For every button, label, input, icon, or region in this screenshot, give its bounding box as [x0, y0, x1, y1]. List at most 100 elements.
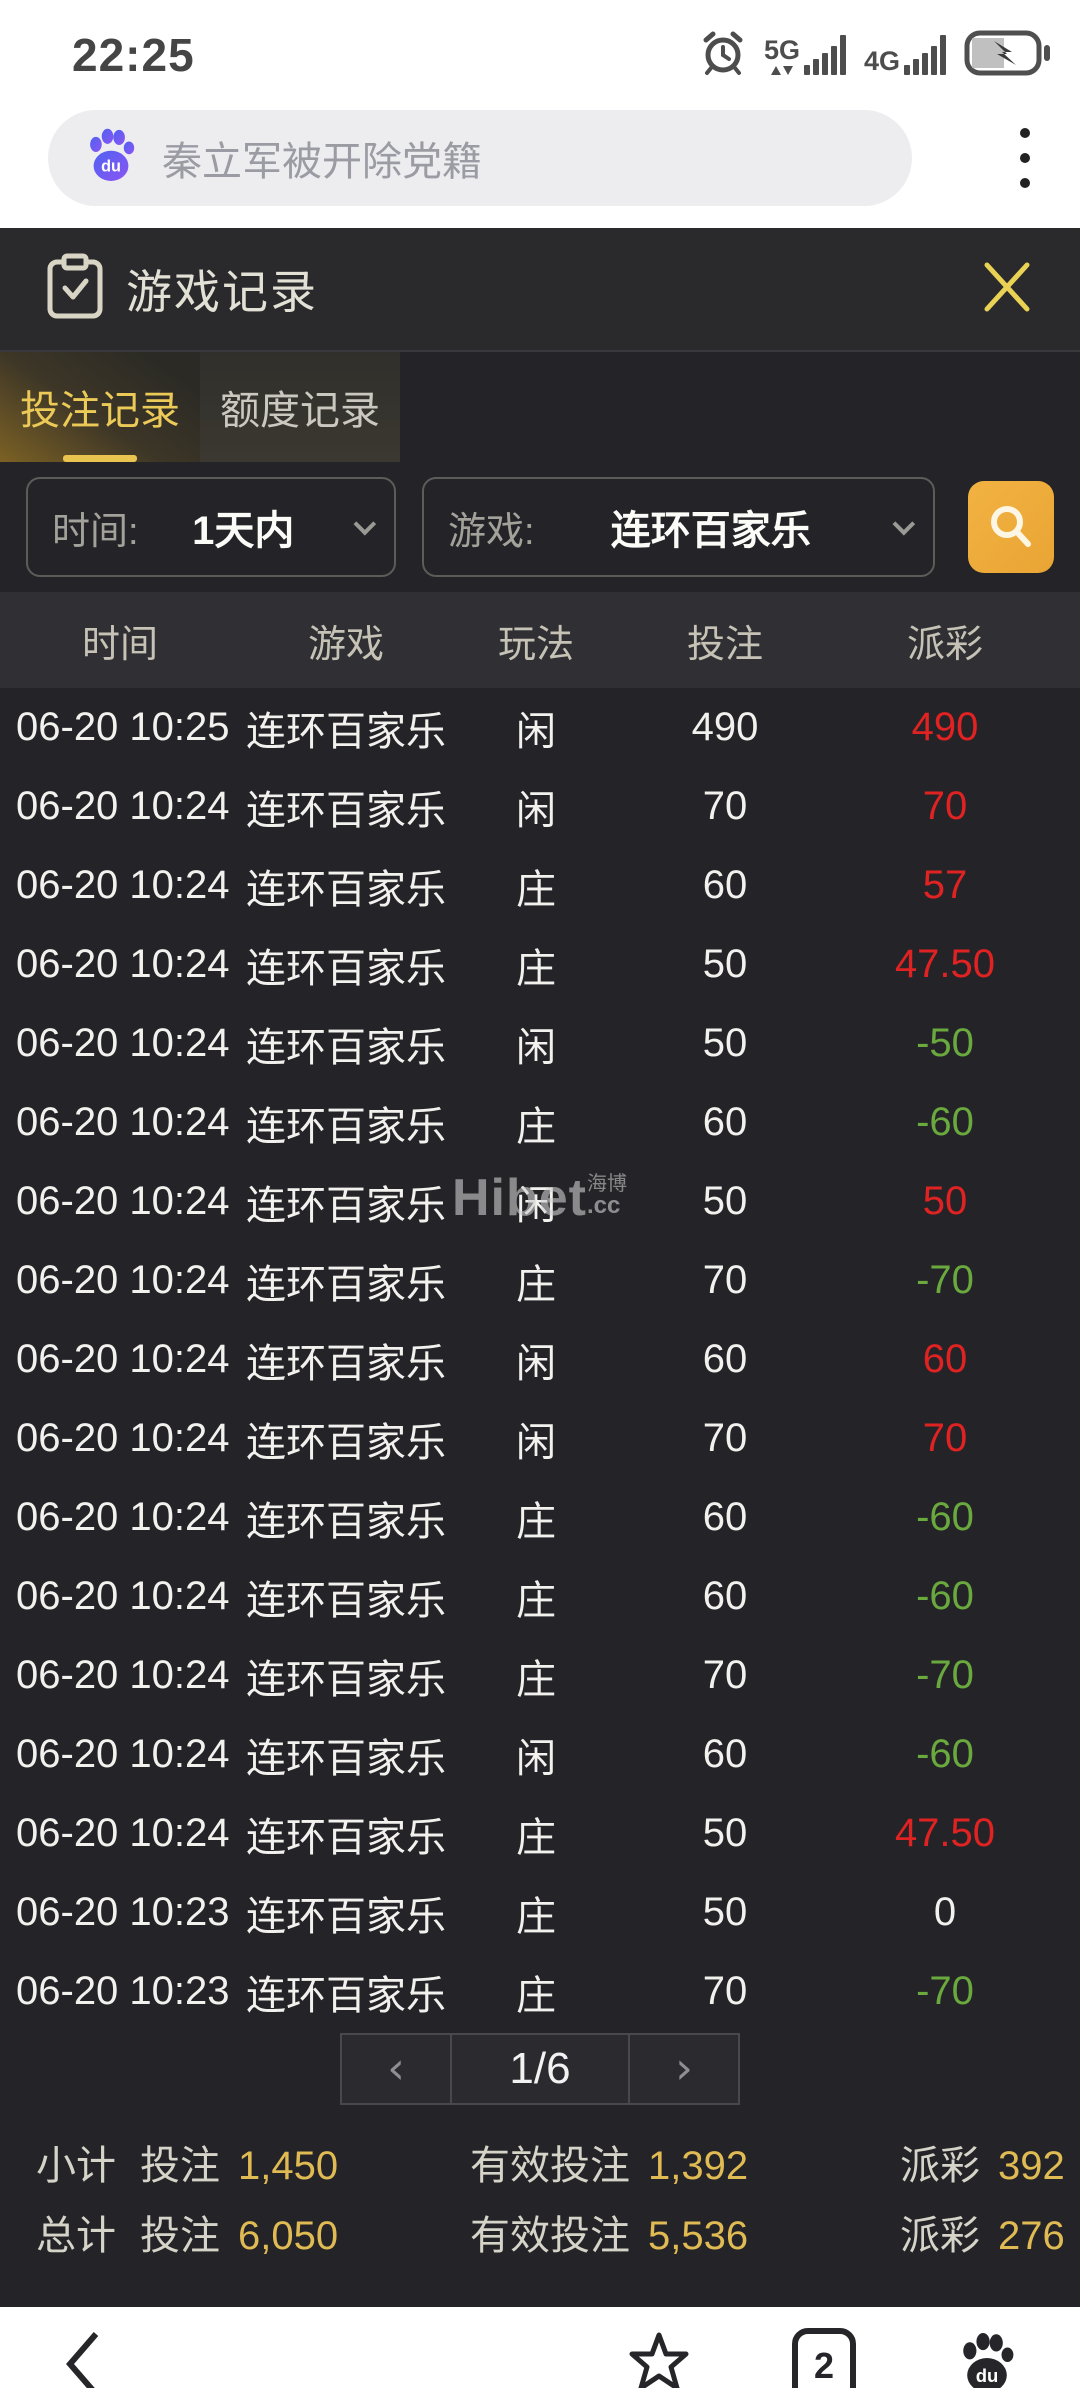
cell-play: 闲	[516, 1183, 556, 1228]
cell-bet: 60	[702, 1337, 748, 1381]
chevron-left-icon: ‹	[387, 2043, 405, 2094]
col-header-time: 时间	[81, 623, 158, 666]
cell-payout: 50	[922, 1179, 968, 1223]
record-tabs: 投注记录 额度记录	[0, 352, 1080, 462]
favorite-star-button[interactable]	[624, 2329, 694, 2388]
table-row: 06-20 10:24 连环百家乐 庄 70 -70	[0, 1241, 1080, 1320]
cell-game: 连环百家乐	[246, 867, 446, 912]
pagination: ‹ 1/6 ›	[0, 2033, 1080, 2109]
cell-game: 连环百家乐	[246, 1025, 446, 1070]
cell-time: 06-20 10:25	[16, 705, 230, 749]
back-button[interactable]	[60, 2328, 106, 2388]
summary-valid-label: 有效投注	[470, 2144, 630, 2188]
cell-payout: 60	[922, 1337, 968, 1381]
cell-time: 06-20 10:24	[16, 1732, 230, 1776]
cell-bet: 60	[702, 1574, 748, 1618]
table-row: 06-20 10:24 连环百家乐 庄 70 -70	[0, 1636, 1080, 1715]
game-filter-dropdown[interactable]: 游戏: 连环百家乐	[422, 477, 935, 577]
table-row: 06-20 10:24 连环百家乐 庄 50 47.50	[0, 925, 1080, 1004]
cell-game: 连环百家乐	[246, 1894, 446, 1939]
cell-time: 06-20 10:24	[16, 1337, 230, 1381]
cell-bet: 60	[702, 863, 748, 907]
cell-payout: -50	[916, 1021, 974, 1065]
table-row: 06-20 10:24 连环百家乐 庄 60 57	[0, 846, 1080, 925]
summary-bet-label: 投注	[140, 2144, 220, 2188]
summary-payout-label: 派彩	[900, 2144, 980, 2188]
tab-active[interactable]: 投注记录	[0, 352, 200, 462]
search-icon	[991, 506, 1031, 547]
status-icons: 5G 4G	[700, 28, 1052, 83]
pagination-prev-button[interactable]: ‹	[340, 2033, 452, 2105]
close-icon[interactable]	[970, 250, 1044, 329]
baidu-home-button[interactable]: du	[954, 2331, 1020, 2388]
cell-game: 连环百家乐	[246, 709, 446, 754]
time-filter-value: 1天内	[192, 509, 295, 553]
cell-bet: 50	[702, 1811, 748, 1855]
chevron-right-icon: ›	[675, 2043, 693, 2094]
baidu-logo-icon: du	[82, 127, 140, 190]
cell-game: 连环百家乐	[246, 1420, 446, 1465]
tab-inactive[interactable]: 额度记录	[200, 352, 400, 462]
browser-menu-button[interactable]	[998, 118, 1052, 198]
cell-payout: -70	[916, 1653, 974, 1697]
pagination-next-button[interactable]: ›	[628, 2033, 740, 2105]
summary-payout-label: 派彩	[900, 2214, 980, 2258]
summary-valid-value: 1,392	[648, 2144, 749, 2188]
chevron-down-icon	[892, 512, 916, 536]
tab-label: 额度记录	[220, 389, 380, 433]
cell-game: 连环百家乐	[246, 1815, 446, 1860]
table-row: 06-20 10:24 连环百家乐 庄 60 -60	[0, 1083, 1080, 1162]
summary-label: 总计	[36, 2214, 116, 2258]
cell-bet: 70	[702, 1416, 748, 1460]
summary-bet-value: 1,450	[238, 2144, 339, 2188]
cell-play: 庄	[516, 1973, 556, 2018]
cell-payout: 0	[933, 1890, 957, 1934]
cell-game: 连环百家乐	[246, 1341, 446, 1386]
filters-row: 时间: 1天内 游戏: 连环百家乐	[0, 462, 1080, 592]
cell-time: 06-20 10:24	[16, 1416, 230, 1460]
cell-bet: 70	[702, 1653, 748, 1697]
table-row: 06-20 10:24 连环百家乐 闲 60 60	[0, 1320, 1080, 1399]
table-body: 06-20 10:25 连环百家乐 闲 490 490 06-20 10:24 …	[0, 688, 1080, 2031]
svg-text:du: du	[101, 157, 121, 175]
cell-payout: -60	[916, 1495, 974, 1539]
cell-time: 06-20 10:24	[16, 1258, 230, 1302]
cell-payout: -60	[916, 1732, 974, 1776]
summary-label: 小计	[36, 2144, 116, 2188]
summary-payout-value: 276	[998, 2214, 1065, 2258]
cell-time: 06-20 10:23	[16, 1969, 230, 2013]
cell-game: 连环百家乐	[246, 1973, 446, 2018]
cell-time: 06-20 10:24	[16, 1495, 230, 1539]
cell-game: 连环百家乐	[246, 1736, 446, 1781]
search-input[interactable]: du 秦立军被开除党籍	[48, 110, 912, 206]
cell-payout: -70	[916, 1258, 974, 1302]
table-row: 06-20 10:23 连环百家乐 庄 70 -70	[0, 1952, 1080, 2031]
cell-game: 连环百家乐	[246, 1657, 446, 1702]
browser-search-row: du 秦立军被开除党籍	[0, 100, 1080, 228]
table-row: 06-20 10:24 连环百家乐 闲 60 -60	[0, 1715, 1080, 1794]
summary-row: 小计 投注 1,450 有效投注 1,392 派彩 392	[0, 2127, 1080, 2197]
modal-title: 游戏记录	[126, 266, 318, 318]
cell-play: 庄	[516, 1894, 556, 1939]
pagination-current-page: 1/6	[452, 2033, 628, 2105]
summary-row: 总计 投注 6,050 有效投注 5,536 派彩 276	[0, 2197, 1080, 2267]
cell-time: 06-20 10:24	[16, 784, 230, 828]
cell-payout: 47.50	[894, 942, 996, 986]
table-row: 06-20 10:24 连环百家乐 庄 50 47.50	[0, 1794, 1080, 1873]
chevron-down-icon	[353, 512, 377, 536]
cell-play: 闲	[516, 788, 556, 833]
cell-bet: 60	[702, 1100, 748, 1144]
alarm-clock-icon	[700, 30, 746, 81]
cell-bet: 60	[702, 1495, 748, 1539]
clipboard-check-icon	[44, 252, 106, 327]
cell-time: 06-20 10:24	[16, 1653, 230, 1697]
time-filter-dropdown[interactable]: 时间: 1天内	[26, 477, 396, 577]
table-header: 时间 游戏 玩法 投注 派彩	[0, 592, 1080, 688]
table-row: 06-20 10:23 连环百家乐 庄 50 0	[0, 1873, 1080, 1952]
cell-game: 连环百家乐	[246, 1104, 446, 1149]
game-records-modal: 游戏记录 投注记录 额度记录 时间: 1天内 游戏: 连环百家乐 时间	[0, 228, 1080, 2307]
search-submit-button[interactable]	[968, 481, 1054, 573]
cell-play: 庄	[516, 1499, 556, 1544]
tab-count-button[interactable]: 2	[792, 2328, 856, 2388]
tab-label: 投注记录	[20, 389, 180, 433]
